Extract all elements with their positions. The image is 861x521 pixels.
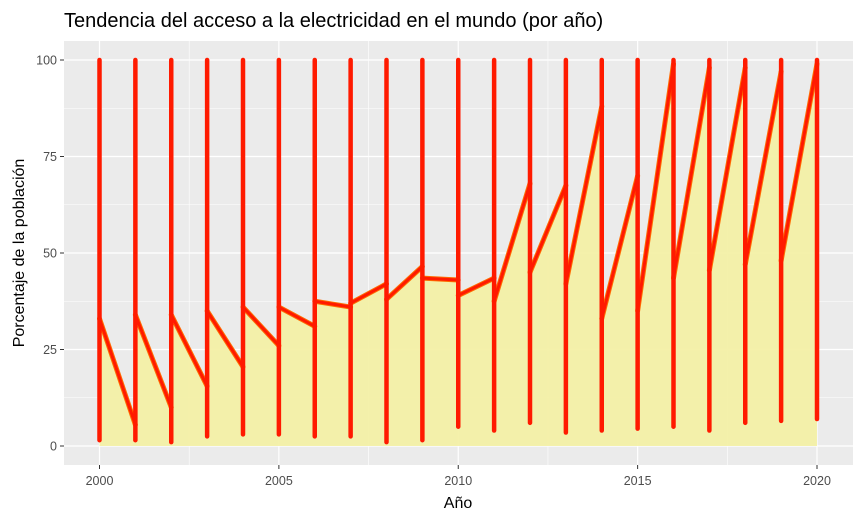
x-tick-label: 2005 (265, 474, 293, 488)
y-tick-label: 100 (36, 54, 57, 68)
x-tick-label: 2010 (444, 474, 472, 488)
series-segment (564, 104, 604, 286)
series-segment (98, 317, 137, 427)
series-segment (205, 309, 245, 369)
y-axis-ticks: 0 25 50 75 100 (36, 54, 64, 454)
series-segment (133, 313, 173, 409)
series-segment (636, 62, 675, 313)
y-tick-label: 50 (43, 247, 57, 261)
x-axis-ticks: 2000 2005 2010 2015 2020 (86, 465, 831, 488)
y-tick-label: 0 (50, 440, 57, 454)
series-segment (313, 299, 353, 309)
series-segment (420, 276, 460, 282)
y-tick-label: 75 (43, 150, 57, 164)
x-axis-title: Año (444, 495, 473, 512)
y-tick-label: 25 (43, 343, 57, 357)
series-segment (241, 305, 281, 348)
series-segment (456, 276, 496, 297)
x-tick-label: 2000 (86, 474, 114, 488)
series-segment (600, 174, 640, 321)
series-segment (743, 70, 783, 267)
series-segment (492, 182, 532, 303)
series-segment (349, 282, 388, 305)
x-tick-label: 2020 (803, 474, 831, 488)
series-segment (169, 313, 209, 388)
series-segment (779, 62, 819, 263)
series-segment (707, 66, 747, 272)
series-segment (277, 305, 317, 328)
x-tick-label: 2015 (624, 474, 652, 488)
series-segment (385, 265, 424, 301)
series-segment (672, 66, 711, 280)
chart-title: Tendencia del acceso a la electricidad e… (64, 10, 603, 32)
series-segment (528, 183, 568, 274)
y-axis-title: Porcentaje de la población (11, 159, 28, 348)
series-line-layer (97, 57, 820, 445)
